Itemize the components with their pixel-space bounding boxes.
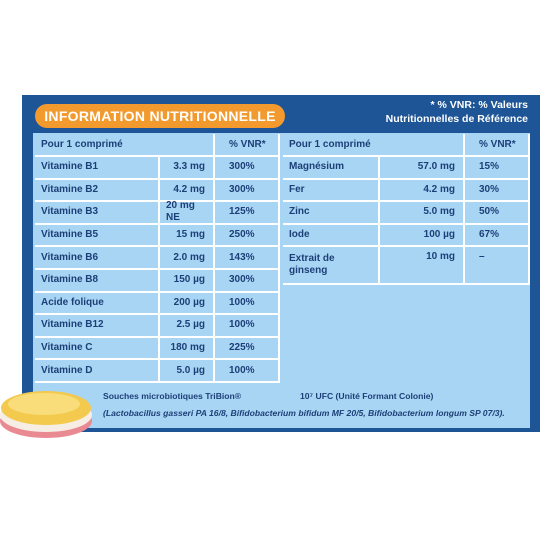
amount: 200 µg bbox=[160, 292, 215, 316]
nutrient-name: Fer bbox=[283, 179, 380, 203]
amount: 57.0 mg bbox=[380, 157, 465, 180]
amount: 5.0 mg bbox=[380, 202, 465, 225]
title: INFORMATION NUTRITIONNELLE bbox=[35, 104, 285, 128]
amount: 15 mg bbox=[160, 224, 215, 248]
panel-inner bbox=[33, 133, 530, 428]
nutrient-name: Vitamine B1 bbox=[35, 157, 160, 180]
amount: 3.3 mg bbox=[160, 157, 215, 180]
vnr: 250% bbox=[215, 224, 280, 248]
vnr: 30% bbox=[465, 179, 530, 203]
nutrient-name: Vitamine B12 bbox=[35, 315, 160, 338]
column-header: Pour 1 comprimé bbox=[35, 134, 215, 157]
nutrient-name: Vitamine B6 bbox=[35, 247, 160, 270]
nutrient-name: Vitamine B3 bbox=[35, 202, 160, 225]
amount: 2.0 mg bbox=[160, 247, 215, 270]
note: Nutritionnelles de Référence bbox=[385, 113, 528, 125]
footer-count: 10⁷ UFC (Unité Formant Colonie) bbox=[300, 391, 434, 401]
vnr: 300% bbox=[215, 179, 280, 203]
vnr: 15% bbox=[465, 157, 530, 180]
footer-species: (Lactobacillus gasseri PA 16/8, Bifidoba… bbox=[103, 408, 505, 418]
amount: 2.5 µg bbox=[160, 315, 215, 338]
amount: 180 mg bbox=[160, 337, 215, 361]
vnr: 225% bbox=[215, 337, 280, 361]
vnr: 100% bbox=[215, 360, 280, 383]
nutrient-name: Extrait de ginseng bbox=[283, 247, 380, 286]
amount: 10 mg bbox=[380, 247, 465, 286]
nutrient-name: Vitamine C bbox=[35, 337, 160, 361]
nutrient-name: Vitamine B5 bbox=[35, 224, 160, 248]
amount: 4.2 mg bbox=[380, 179, 465, 203]
nutrient-name: Acide folique bbox=[35, 292, 160, 316]
amount: 4.2 mg bbox=[160, 179, 215, 203]
vnr: 100% bbox=[215, 315, 280, 338]
vnr: 100% bbox=[215, 292, 280, 316]
column-header: Pour 1 comprimé bbox=[283, 134, 465, 157]
footer-strain: Souches microbiotiques TriBion® bbox=[103, 391, 242, 401]
vnr: – bbox=[465, 247, 530, 286]
vnr: 50% bbox=[465, 202, 530, 225]
vnr: 300% bbox=[215, 157, 280, 180]
amount: 20 mg NE bbox=[160, 200, 215, 225]
amount: 100 µg bbox=[380, 224, 465, 248]
pill bbox=[0, 391, 92, 438]
column-header: % VNR* bbox=[215, 134, 280, 157]
amount: 150 µg bbox=[160, 270, 215, 293]
note: * % VNR: % Valeurs bbox=[430, 99, 528, 111]
nutrient-name: Vitamine B2 bbox=[35, 179, 160, 203]
vnr: 143% bbox=[215, 247, 280, 270]
column-header: % VNR* bbox=[465, 134, 530, 157]
nutrient-name: Iode bbox=[283, 224, 380, 248]
nutrient-name: Magnésium bbox=[283, 157, 380, 180]
amount: 5.0 µg bbox=[160, 360, 215, 383]
nutrient-name: Zinc bbox=[283, 202, 380, 225]
nutrient-name: Vitamine B8 bbox=[35, 270, 160, 293]
vnr: 300% bbox=[215, 270, 280, 293]
vnr: 67% bbox=[465, 224, 530, 248]
vnr: 125% bbox=[215, 202, 280, 225]
nutrient-name: Vitamine D bbox=[35, 360, 160, 383]
